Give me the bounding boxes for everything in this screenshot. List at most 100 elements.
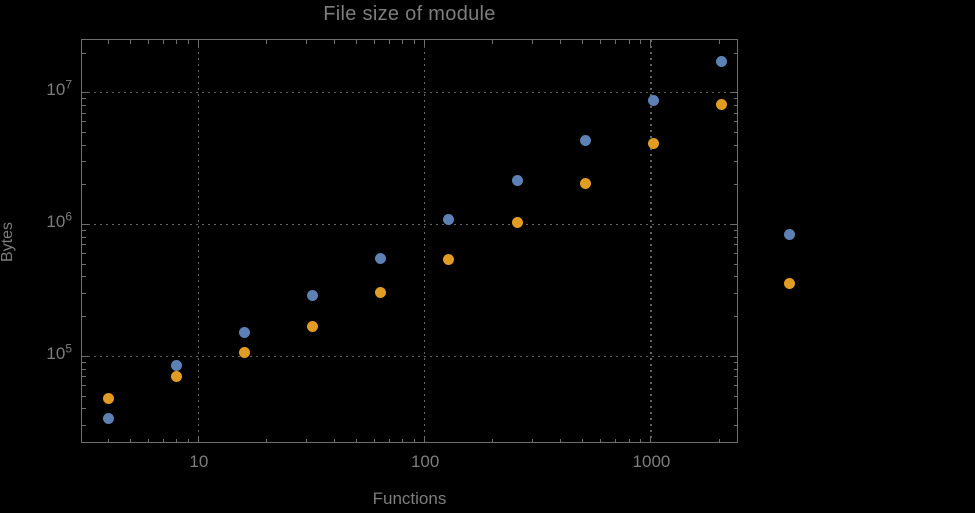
data-point-orange: [443, 254, 455, 266]
y-tick-label: 105: [46, 341, 72, 363]
plot-area: [81, 39, 796, 443]
tick-mark: [175, 438, 177, 442]
tick-mark: [305, 438, 307, 442]
tick-mark: [733, 104, 737, 106]
tick-mark: [733, 395, 737, 397]
data-point-orange: [102, 392, 114, 404]
gridline-vertical: [197, 40, 200, 442]
tick-mark: [582, 40, 584, 44]
tick-mark: [107, 438, 109, 442]
gridline-vertical: [650, 40, 652, 442]
tick-mark: [600, 438, 602, 442]
tick-mark: [147, 40, 149, 44]
tick-mark: [162, 40, 164, 44]
gridline-vertical: [423, 40, 426, 442]
tick-mark: [424, 436, 426, 442]
data-point-blue: [170, 360, 182, 372]
tick-mark: [731, 224, 737, 226]
tick-mark: [733, 131, 737, 133]
tick-mark: [82, 253, 86, 255]
tick-mark: [733, 52, 737, 54]
tick-mark: [82, 424, 86, 426]
data-point-orange: [784, 278, 796, 290]
data-point-orange: [579, 177, 591, 189]
tick-mark: [265, 438, 267, 442]
tick-mark: [147, 438, 149, 442]
tick-mark: [733, 244, 737, 246]
data-point-blue: [579, 134, 591, 146]
data-point-blue: [307, 290, 319, 302]
tick-mark: [82, 98, 86, 100]
tick-mark: [733, 361, 737, 363]
tick-mark: [82, 316, 86, 318]
tick-mark: [424, 40, 426, 46]
tick-mark: [731, 92, 737, 94]
data-point-blue: [443, 213, 455, 225]
tick-mark: [82, 161, 86, 163]
tick-mark: [640, 40, 642, 44]
tick-mark: [733, 368, 737, 370]
tick-mark: [733, 276, 737, 278]
tick-mark: [82, 376, 86, 378]
data-point-blue: [375, 253, 387, 265]
tick-mark: [733, 121, 737, 123]
y-tick-label: 106: [46, 209, 72, 232]
tick-mark: [82, 244, 86, 246]
tick-mark: [265, 40, 267, 44]
tick-mark: [82, 385, 86, 387]
tick-mark: [492, 438, 494, 442]
tick-mark: [82, 292, 86, 294]
tick-mark: [82, 184, 86, 186]
tick-mark: [733, 424, 737, 426]
tick-mark: [82, 92, 88, 94]
data-point-orange: [170, 370, 182, 382]
tick-mark: [733, 98, 737, 100]
tick-mark: [733, 161, 737, 163]
tick-mark: [733, 144, 737, 146]
tick-mark: [82, 408, 86, 410]
data-point-blue: [102, 412, 114, 424]
tick-mark: [107, 40, 109, 44]
tick-mark: [615, 40, 617, 44]
tick-mark: [82, 121, 86, 123]
tick-mark: [413, 40, 415, 44]
tick-mark: [389, 438, 391, 442]
tick-mark: [733, 292, 737, 294]
tick-mark: [718, 438, 720, 442]
tick-mark: [82, 131, 86, 133]
tick-mark: [82, 52, 86, 54]
tick-mark: [733, 236, 737, 238]
tick-mark: [560, 438, 562, 442]
tick-mark: [600, 40, 602, 44]
tick-mark: [582, 438, 584, 442]
tick-mark: [187, 438, 189, 442]
tick-mark: [731, 355, 737, 357]
tick-mark: [82, 236, 86, 238]
y-tick-label: 107: [46, 77, 72, 100]
tick-mark: [560, 40, 562, 44]
tick-mark: [373, 438, 375, 442]
data-point-orange: [511, 216, 523, 228]
tick-mark: [733, 316, 737, 318]
gridline-horizontal: [82, 91, 737, 94]
tick-mark: [187, 40, 189, 44]
x-axis-label: Functions: [372, 489, 447, 508]
x-tick-label: 10: [189, 452, 209, 471]
tick-mark: [356, 438, 358, 442]
tick-mark: [718, 40, 720, 44]
tick-mark: [82, 263, 86, 265]
tick-mark: [175, 40, 177, 44]
tick-mark: [402, 40, 404, 44]
tick-mark: [640, 438, 642, 442]
tick-mark: [402, 438, 404, 442]
tick-mark: [197, 436, 199, 442]
x-tick-label: 100: [410, 452, 440, 471]
tick-mark: [733, 385, 737, 387]
tick-mark: [197, 40, 199, 46]
tick-mark: [650, 436, 652, 442]
tick-mark: [162, 438, 164, 442]
data-point-blue: [647, 95, 659, 107]
tick-mark: [650, 40, 652, 46]
tick-mark: [129, 438, 131, 442]
